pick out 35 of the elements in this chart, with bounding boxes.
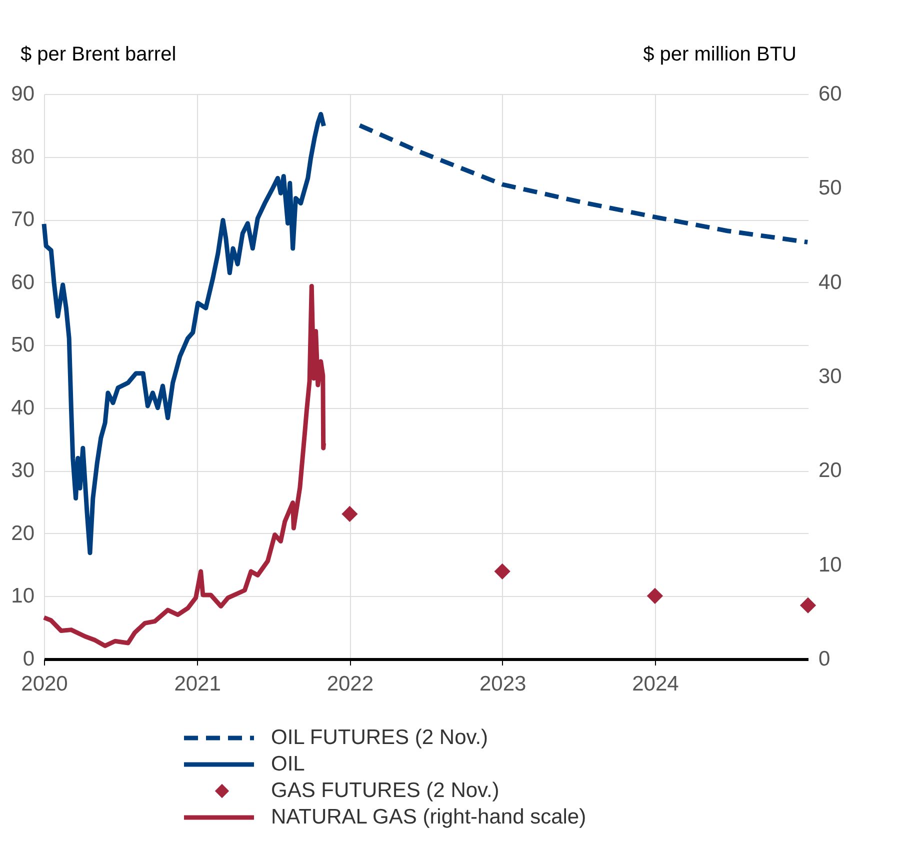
y-tick-label: 50 (11, 334, 34, 357)
x-tick-label: 2023 (479, 672, 526, 696)
point (800, 597, 816, 614)
y2-tick-label: 60 (818, 82, 842, 106)
point (646, 588, 664, 604)
y2-tick-label: 50 (818, 176, 842, 200)
line-series (357, 123, 810, 244)
point (494, 563, 510, 580)
legend-label: OIL (271, 752, 305, 776)
y-tick-label: 80 (11, 145, 34, 168)
y2-tick-label: 0 (818, 648, 830, 670)
x-tick-label: 2021 (174, 672, 221, 696)
y2-tick-label: 30 (818, 365, 842, 388)
y2-tick-label: 20 (818, 459, 842, 482)
legend-label: GAS FUTURES (2 Nov.) (271, 779, 500, 802)
y-tick-label: 90 (11, 82, 34, 106)
y2-tick-label: 40 (818, 270, 842, 294)
y-axis-title: $ per Brent barrel (20, 44, 176, 66)
y-tick-label: 30 (11, 459, 34, 482)
line-series (42, 112, 326, 556)
y2-tick-label: 10 (818, 553, 842, 576)
x-tick-label: 2024 (632, 672, 680, 696)
y-tick-label: 40 (11, 396, 34, 420)
y-tick-label: 20 (11, 522, 34, 545)
x-tick-label: 2022 (326, 672, 374, 696)
legend-label: OIL FUTURES (2 Nov.) (271, 726, 488, 749)
y-tick-label: 60 (11, 270, 34, 294)
y-tick-label: 10 (11, 584, 34, 608)
legend-label: NATURAL GAS (right-hand scale) (271, 806, 586, 828)
x-tick-label: 2020 (21, 672, 68, 696)
point (342, 506, 358, 522)
y-tick-label: 70 (11, 208, 34, 232)
line-series (42, 284, 326, 648)
y2-axis-title: $ per million BTU (643, 44, 796, 66)
y-tick-label: 0 (22, 648, 34, 670)
